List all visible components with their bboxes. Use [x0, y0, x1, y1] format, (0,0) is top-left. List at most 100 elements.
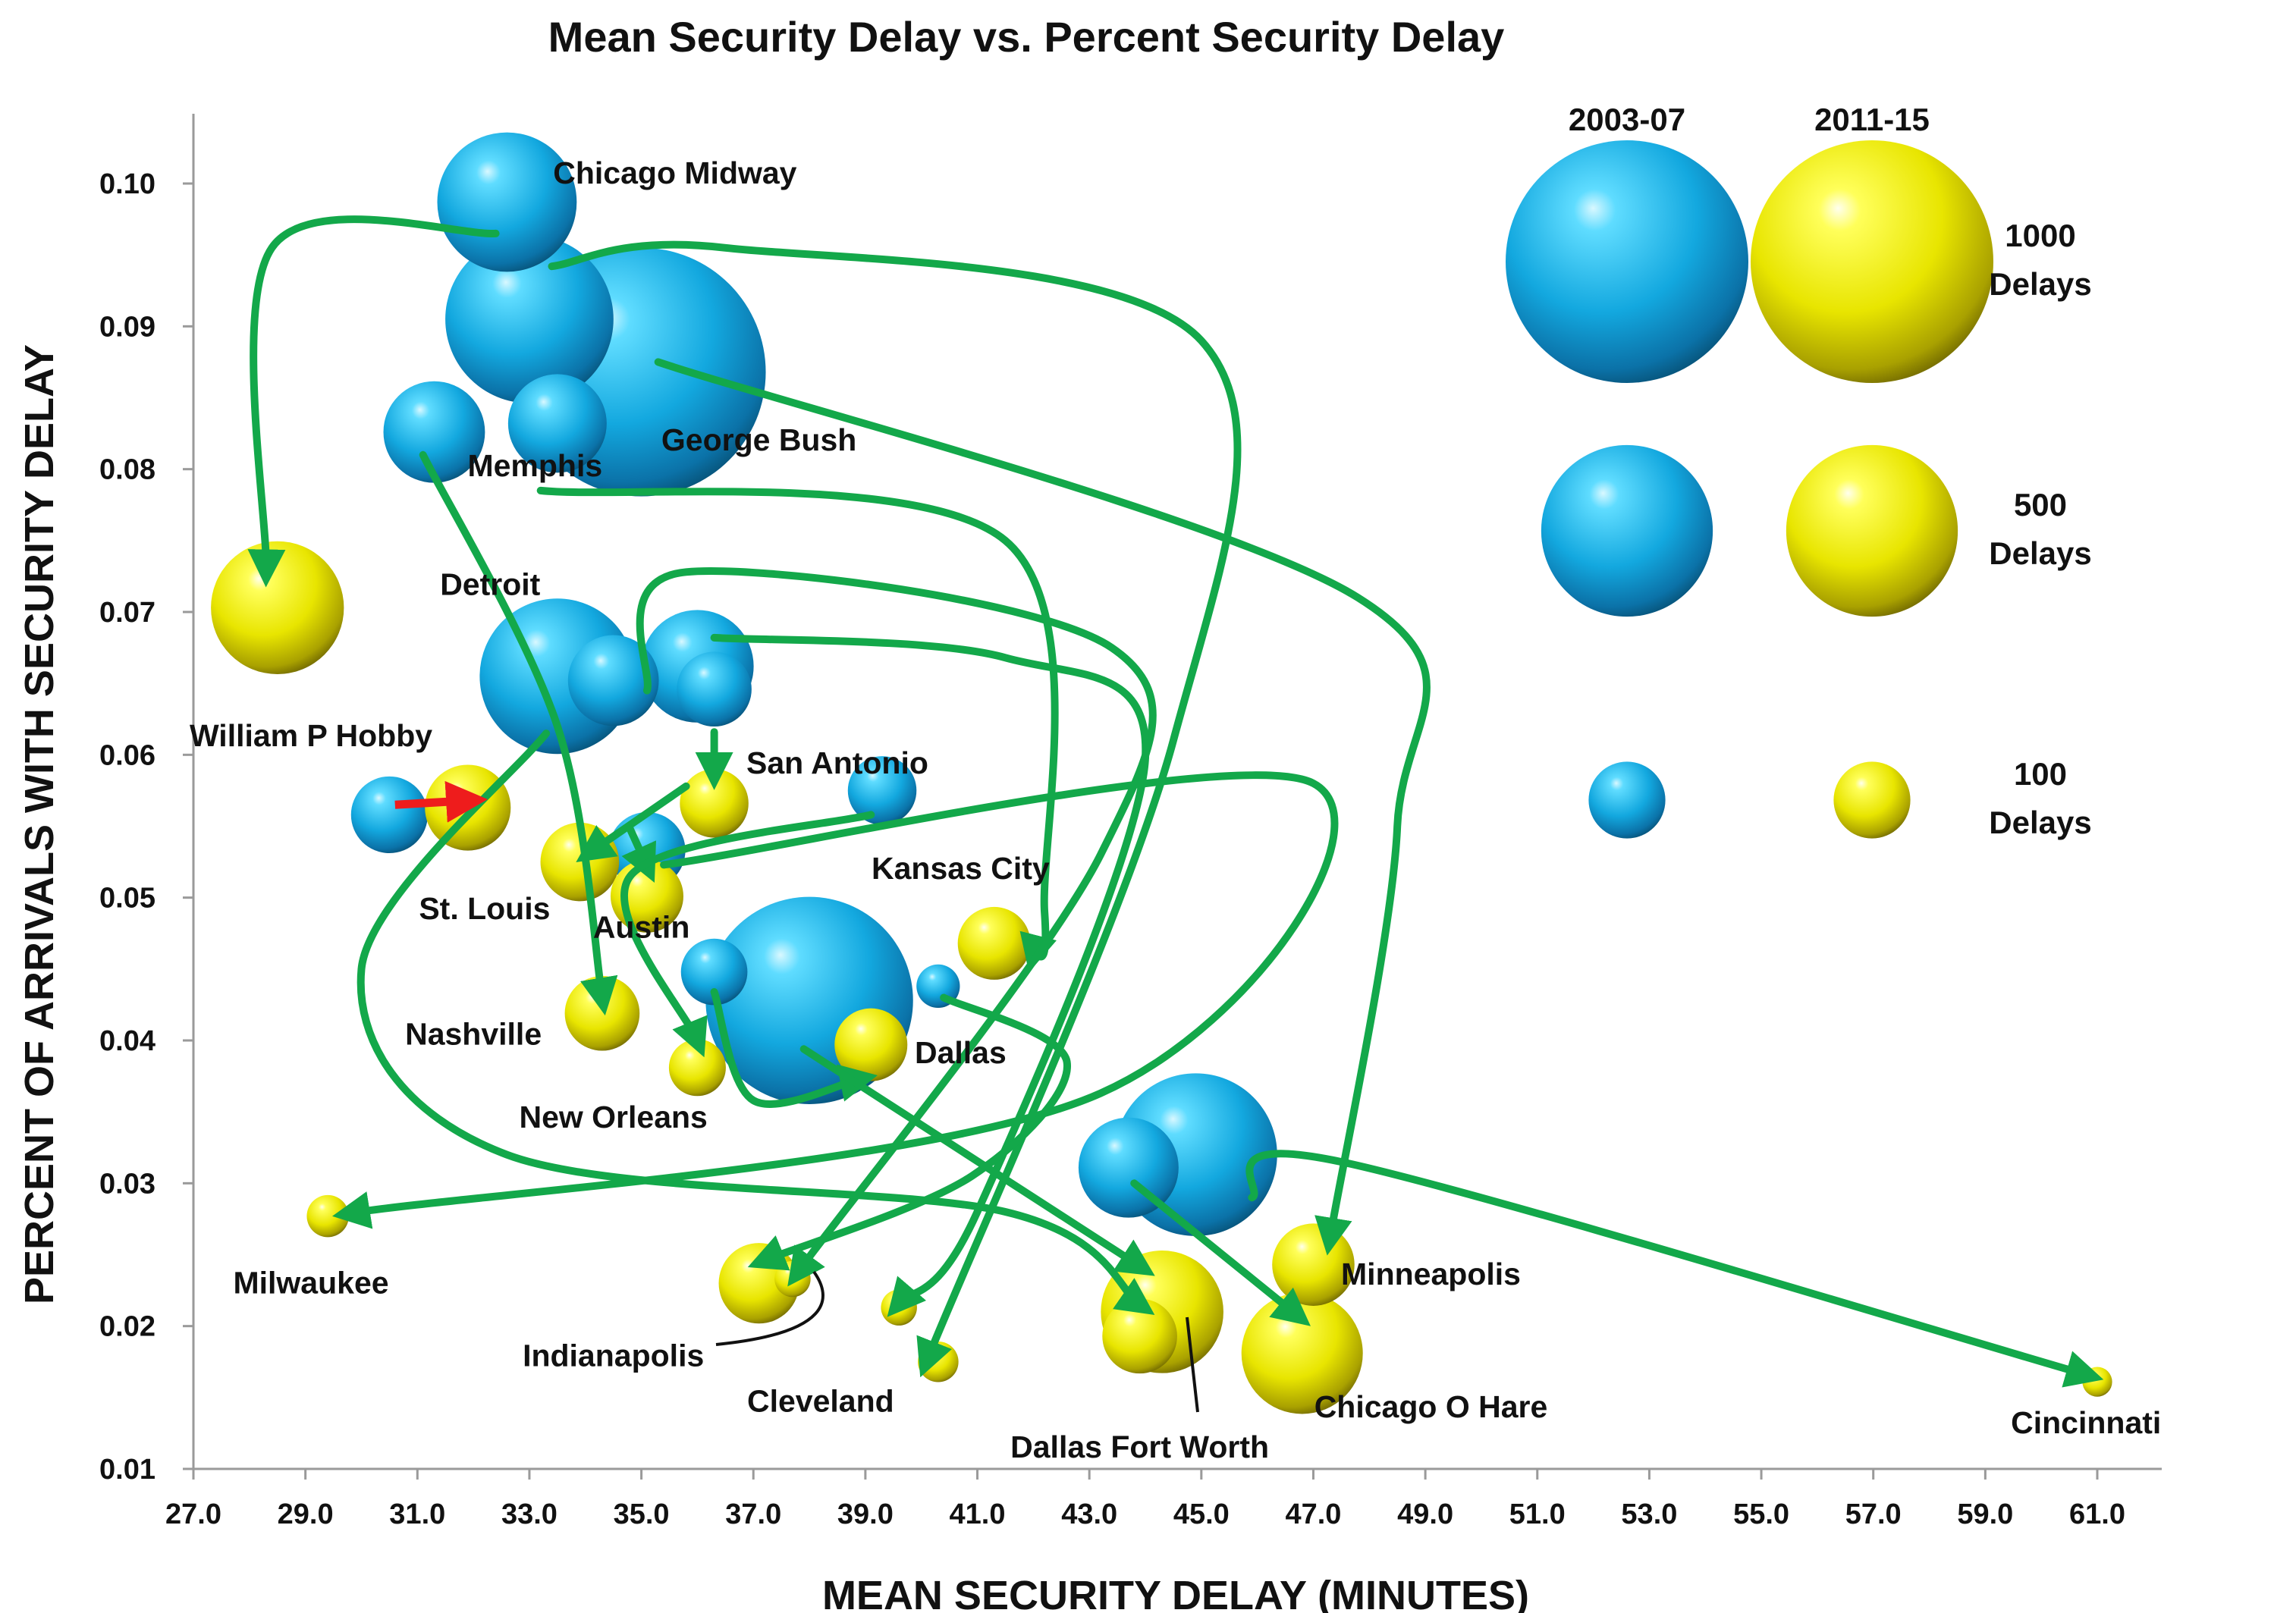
x-axis-title: MEAN SECURITY DELAY (MINUTES) [822, 1573, 1529, 1613]
legend-size-label: 100 [2014, 756, 2067, 792]
airport-label: Nashville [405, 1017, 542, 1052]
green-arrow-12 [620, 811, 875, 1058]
movement-arrows [247, 215, 2104, 1388]
airport-label: Chicago O Hare [1314, 1389, 1548, 1424]
airport-label: Minneapolis [1341, 1257, 1521, 1291]
y-tick-label: 0.07 [99, 597, 155, 629]
green-arrow-6 [356, 730, 1155, 1316]
green-arrow-3 [654, 358, 1431, 1256]
green-arrow-1 [419, 450, 618, 1016]
bubble-y-hou [425, 764, 511, 851]
x-tick-label: 37.0 [725, 1498, 781, 1530]
bubble-y-dfw-b [1102, 1298, 1177, 1374]
legend-size-label: 1000 [2005, 218, 2075, 253]
x-tick-label: 55.0 [1733, 1498, 1789, 1530]
green-arrow-17 [1245, 1150, 2104, 1388]
airport-label: San Antonio [746, 745, 928, 780]
legend-bubble-blue-1000 [1506, 140, 1748, 383]
green-arrow-15 [799, 1045, 1155, 1276]
y-tick-label: 0.05 [99, 883, 155, 915]
x-tick-label: 51.0 [1509, 1498, 1566, 1530]
bubble-b-hou [350, 776, 428, 854]
green-arrow-13 [710, 988, 878, 1108]
x-tick-label: 47.0 [1285, 1498, 1341, 1530]
green-arrow-14 [747, 993, 1071, 1271]
bubble-y-dal [834, 1008, 908, 1081]
dallas-fort-worth-leader-line [1186, 1316, 1199, 1413]
x-tick-label: 59.0 [1957, 1498, 2013, 1530]
airport-label: St. Louis [419, 891, 550, 926]
x-tick-label: 53.0 [1621, 1498, 1677, 1530]
y-tick-label: 0.02 [99, 1311, 155, 1343]
bubble-b-mke [507, 374, 607, 473]
bubble-b-chi-o [445, 235, 614, 403]
legend-bubble-yellow-100 [1833, 761, 1911, 839]
legend-size-label: Delays [1989, 266, 2091, 302]
y-axis-title: PERCENT OF ARRIVALS WITH SECURITY DELAY [17, 344, 62, 1304]
airport-label: Detroit [440, 566, 540, 601]
airport-label: New Orleans [519, 1100, 707, 1134]
bubble-b-msy [680, 938, 748, 1006]
indianapolis-leader-line [715, 1270, 824, 1346]
green-arrow-11 [332, 771, 1339, 1229]
x-tick-label: 45.0 [1173, 1498, 1230, 1530]
y-tick-label: 0.01 [99, 1454, 155, 1486]
y-tick-label: 0.08 [99, 454, 155, 486]
x-tick-label: 57.0 [1845, 1498, 1902, 1530]
green-arrow-16 [1130, 1179, 1311, 1326]
axes [184, 114, 2162, 1478]
airport-labels: Chicago Midway Memphis George Bush Detroit S… [190, 155, 2161, 1464]
size-legend: 2003-07 2011-15 1000 Delays 500 Delays 100 Dela… [1506, 102, 2092, 840]
y-tick-label: 0.06 [99, 739, 155, 771]
y-tick-label: 0.10 [99, 168, 155, 200]
x-tick-label: 31.0 [389, 1498, 445, 1530]
airport-label: Indianapolis [523, 1338, 704, 1373]
red-arrow-18 [394, 780, 488, 823]
airport-label: George Bush [661, 422, 856, 457]
legend-bubble-yellow-1000 [1751, 140, 1993, 383]
green-arrow-4 [548, 240, 1242, 1378]
airport-label: William P Hobby [190, 718, 432, 753]
x-tick-label: 29.0 [278, 1498, 334, 1530]
bubble-b-ind [1078, 1117, 1179, 1218]
series-2003-07 [350, 132, 1277, 1236]
y-tick-label: 0.04 [99, 1025, 155, 1057]
bubble-y-sat [680, 769, 749, 838]
x-tick-label: 43.0 [1061, 1498, 1117, 1530]
legend-size-label: 500 [2014, 487, 2067, 522]
green-arrow-10 [621, 825, 657, 883]
airport-label: Austin [593, 909, 690, 944]
bubble-y-mke [306, 1194, 349, 1238]
x-tick-label: 27.0 [165, 1498, 221, 1530]
bubble-y-mci [957, 906, 1031, 980]
bubble-y-mdw [211, 541, 344, 674]
bubble-b-sat [677, 651, 752, 727]
legend-size-label: Delays [1989, 805, 2091, 840]
bubble-b-mem [383, 381, 485, 483]
x-tick-label: 49.0 [1397, 1498, 1453, 1530]
green-arrow-8 [576, 782, 690, 863]
green-arrow-0 [247, 215, 500, 588]
bubble-y-msy [668, 1039, 726, 1097]
airport-label: Cleveland [747, 1384, 894, 1419]
airport-label: Cincinnati [2011, 1405, 2161, 1440]
legend-bubble-blue-500 [1541, 444, 1713, 617]
airport-label: Dallas Fort Worth [1010, 1429, 1269, 1464]
legend-header-0: 2003-07 [1569, 102, 1685, 137]
airport-label: Kansas City [872, 851, 1050, 886]
airport-label: Chicago Midway [553, 155, 796, 190]
chart-title: Mean Security Delay vs. Percent Security… [548, 13, 1505, 61]
airport-label: Memphis [467, 448, 602, 483]
x-tick-label: 33.0 [501, 1498, 558, 1530]
legend-size-label: Delays [1989, 535, 2091, 571]
airport-label: Milwaukee [233, 1265, 388, 1300]
x-tick-label: 61.0 [2069, 1498, 2125, 1530]
legend-header-1: 2011-15 [1814, 102, 1930, 137]
bubble-b-mdw [437, 132, 577, 272]
green-arrow-7 [710, 633, 1150, 1317]
airport-label: Dallas [915, 1035, 1007, 1070]
green-arrow-5 [636, 567, 1157, 1287]
legend-bubble-yellow-500 [1786, 444, 1958, 617]
bubble-b-kc [847, 756, 917, 825]
